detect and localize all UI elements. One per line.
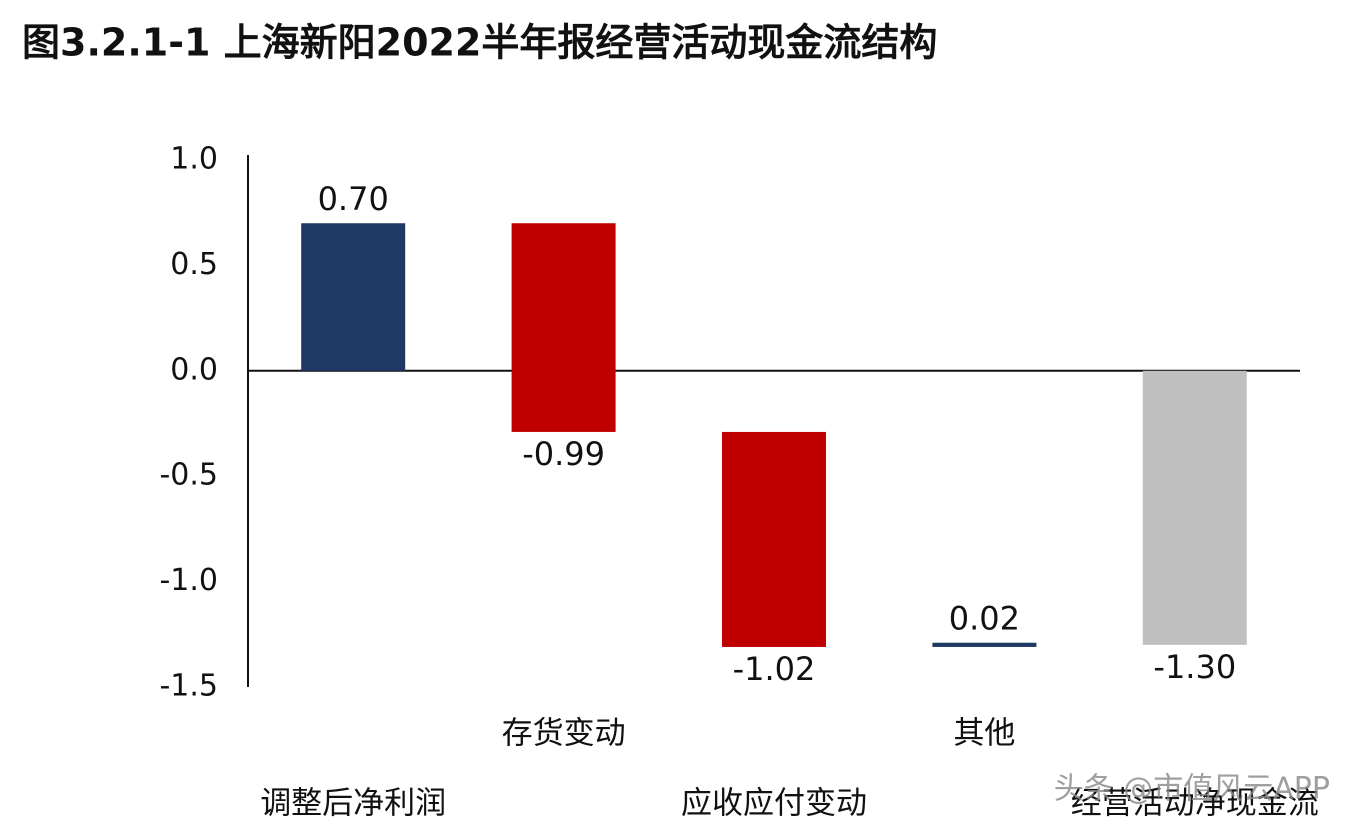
bar [1142, 370, 1247, 645]
chart-title: 图3.2.1-1 上海新阳2022半年报经营活动现金流结构 [22, 21, 937, 65]
value-label: 0.02 [949, 600, 1020, 638]
y-tick-label: 0.5 [170, 247, 218, 282]
x-tick-label: 其他 [953, 716, 1015, 752]
x-tick-label: 调整后净利润 [260, 786, 446, 822]
bar [301, 223, 406, 371]
y-tick-label: 0.0 [170, 352, 218, 387]
x-tick-label: 经营活动净现金流 [1071, 786, 1319, 822]
x-tick-label: 应收应付变动 [681, 786, 867, 822]
bar [511, 223, 616, 432]
watermark: 头条 @市值风云APP [1054, 772, 1330, 807]
bar [932, 642, 1037, 647]
y-tick-label: -1.5 [159, 669, 218, 704]
value-label: -0.99 [522, 435, 605, 473]
y-tick-label: -1.0 [159, 563, 218, 598]
bar [722, 431, 826, 647]
value-label: -1.30 [1153, 648, 1236, 686]
y-tick-label: 1.0 [170, 142, 218, 177]
x-tick-label: 存货变动 [502, 716, 626, 752]
value-label: 0.70 [318, 180, 389, 218]
value-label: -1.02 [733, 650, 816, 688]
y-tick-label: -0.5 [159, 458, 218, 493]
